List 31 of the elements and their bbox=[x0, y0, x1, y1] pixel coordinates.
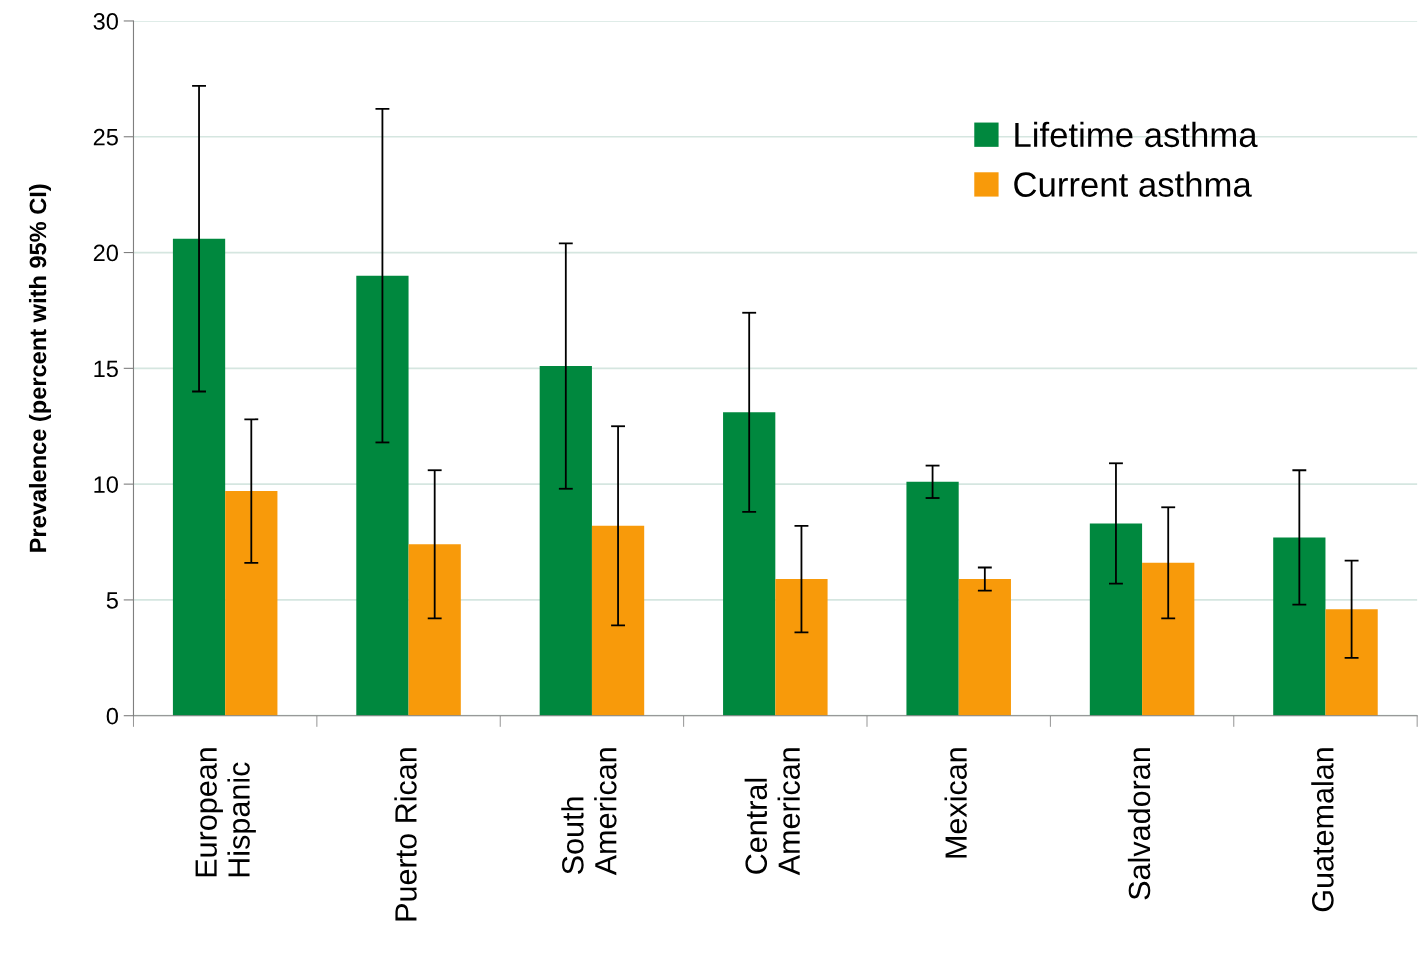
y-tick-label: 15 bbox=[94, 360, 118, 378]
bar bbox=[723, 412, 776, 716]
y-tick-label: 5 bbox=[106, 592, 118, 609]
bar bbox=[775, 579, 828, 716]
bar bbox=[1142, 562, 1195, 716]
bar bbox=[958, 579, 1011, 716]
y-tick-label: 25 bbox=[93, 128, 118, 146]
bar bbox=[906, 481, 959, 716]
y-tick-label: 10 bbox=[94, 476, 118, 493]
bar bbox=[591, 525, 645, 716]
x-tick-label: Salvadoran bbox=[1127, 748, 1151, 900]
bar bbox=[1089, 523, 1143, 716]
bar bbox=[356, 275, 409, 716]
bar bbox=[539, 366, 592, 716]
bar bbox=[172, 238, 226, 716]
y-tick-label: 30 bbox=[93, 13, 118, 30]
y-tick-label: 0 bbox=[106, 707, 118, 725]
x-tick-label: Central American bbox=[744, 748, 800, 876]
legend-label: Current asthma bbox=[1014, 171, 1252, 197]
x-tick-label: Mexican bbox=[944, 748, 967, 858]
x-tick-label: European Hispanic bbox=[195, 748, 256, 877]
y-axis-title: Prevalence (percent with 95% CI) bbox=[28, 184, 51, 552]
legend-label: Lifetime asthma bbox=[1015, 121, 1258, 148]
bar bbox=[408, 544, 461, 716]
y-tick-label: 20 bbox=[93, 244, 118, 262]
bar bbox=[225, 491, 278, 716]
bar bbox=[1325, 609, 1378, 716]
bar bbox=[1273, 537, 1326, 716]
x-tick-label: Guatemalan bbox=[1311, 748, 1334, 912]
x-tick-label: South American bbox=[561, 748, 617, 876]
x-tick-label: Puerto Rican bbox=[394, 748, 417, 921]
